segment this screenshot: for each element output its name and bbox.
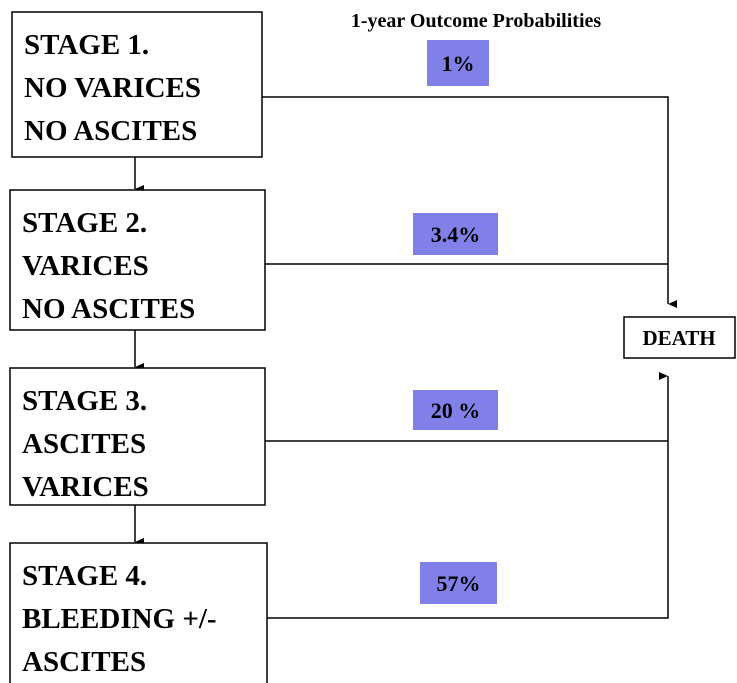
connector	[267, 372, 669, 619]
stage-text: STAGE 2.	[22, 207, 147, 239]
stage-text: VARICES	[22, 471, 149, 503]
death-label: DEATH	[642, 326, 715, 350]
probability-label: 57%	[437, 571, 481, 596]
stage-text: STAGE 4.	[22, 560, 147, 592]
stage-text: STAGE 1.	[24, 29, 149, 61]
probability-label: 1%	[442, 51, 475, 76]
probability-box	[420, 562, 497, 604]
stage-text: ASCITES	[22, 646, 146, 678]
probability-label: 3.4%	[431, 222, 481, 247]
stage-text: STAGE 3.	[22, 385, 147, 417]
stage-text: BLEEDING +/-	[22, 603, 217, 635]
stage-box	[9, 367, 266, 506]
probability-box	[413, 213, 498, 255]
stage-box	[9, 542, 268, 683]
stage-text: ASCITES	[22, 428, 146, 460]
stage-box	[11, 11, 263, 158]
probability-box	[413, 390, 498, 430]
stages: STAGE 1. NO VARICES NO ASCITES 1% STAGE 2. VA…	[9, 11, 498, 683]
connector	[262, 96, 677, 308]
stage-box	[9, 189, 266, 331]
stage-text: NO ASCITES	[24, 115, 197, 147]
death-box	[623, 316, 736, 359]
stage-text: NO VARICES	[24, 72, 201, 104]
stage-text: VARICES	[22, 250, 149, 282]
title: 1-year Outcome Probabilities	[351, 10, 602, 32]
stage-text: NO ASCITES	[22, 293, 195, 325]
probability-box	[427, 40, 489, 86]
probability-label: 20 %	[431, 398, 481, 423]
